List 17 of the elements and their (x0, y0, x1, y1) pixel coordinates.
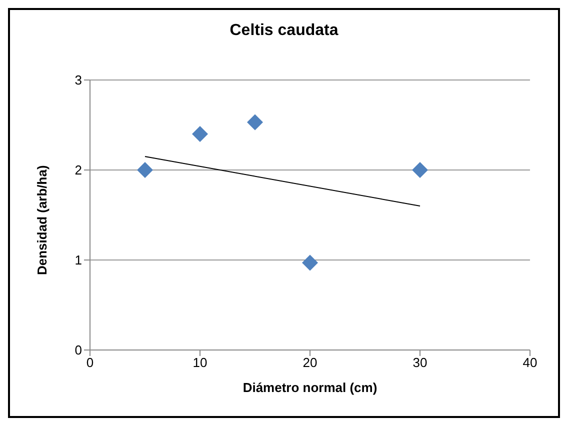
point (137, 162, 153, 178)
y-tick-label: 2 (74, 162, 82, 178)
point (247, 114, 263, 130)
x-tick-label: 30 (412, 355, 428, 370)
y-tick-label: 1 (74, 252, 82, 268)
y-tick-label: 0 (74, 342, 82, 358)
x-tick-label: 20 (302, 355, 318, 370)
y-axis-title: Densidad (arb/ha) (34, 165, 50, 275)
x-tick-label: 0 (86, 355, 94, 370)
x-tick-label: 40 (522, 355, 538, 370)
point (302, 254, 318, 271)
point (412, 162, 428, 178)
point (192, 126, 208, 142)
x-axis-title: Diámetro normal (cm) (242, 380, 378, 395)
chart-title: Celtis caudata (228, 22, 340, 40)
y-tick-label: 3 (74, 72, 82, 88)
x-tick-label: 10 (192, 355, 208, 370)
